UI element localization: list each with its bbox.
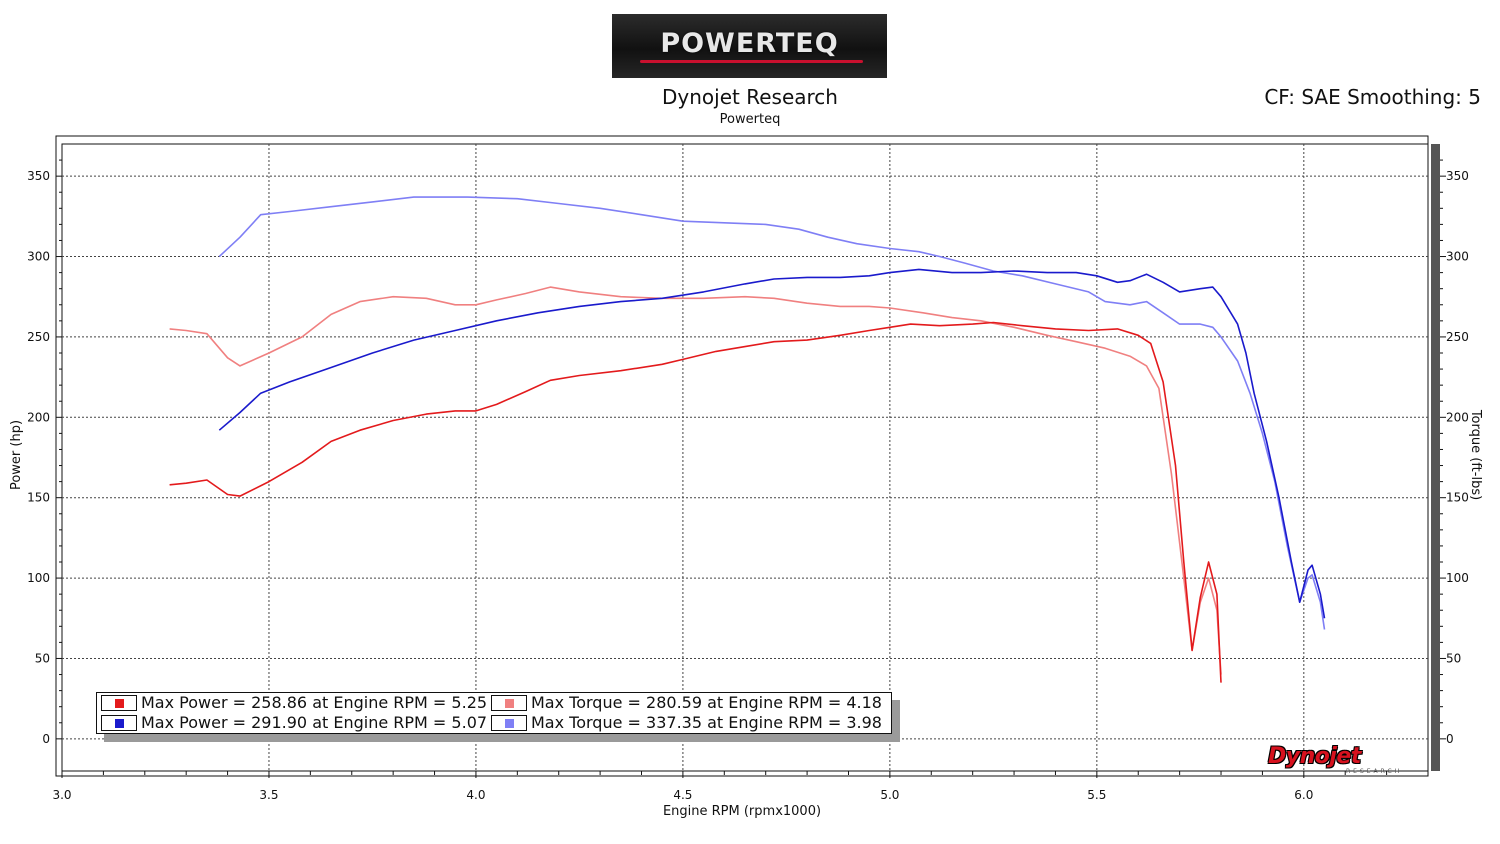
- y2-tick-label: 200: [1446, 410, 1469, 424]
- legend-swatch: [491, 695, 527, 711]
- legend-entry-blue-torque: Max Torque = 337.35 at Engine RPM = 3.98: [489, 713, 882, 733]
- y2-tick-label: 250: [1446, 330, 1469, 344]
- power-axis-ticks: 0 50 100 150 200 250 300 350: [27, 159, 62, 746]
- logo-text: POWERTEQ: [660, 28, 839, 59]
- rpm-axis-ticks: 3.0 3.5 4.0 4.5 5.0 5.5 6.0: [52, 771, 1429, 802]
- correction-factor-label: CF: SAE Smoothing: 5: [1264, 85, 1481, 109]
- y-tick-label: 300: [27, 250, 50, 264]
- y-tick-label: 250: [27, 330, 50, 344]
- grid-lines: [62, 144, 1428, 771]
- x-tick-label: 4.5: [673, 788, 692, 802]
- y-axis-label: Power (hp): [9, 420, 24, 490]
- series-line-2: [169, 286, 1222, 675]
- legend-label: Max Torque = 337.35 at Engine RPM = 3.98: [531, 713, 882, 732]
- dynojet-logo: Dynojet RESEARCH: [1268, 744, 1414, 776]
- legend-entry-blue-power: Max Power = 291.90 at Engine RPM = 5.07: [99, 713, 487, 733]
- legend: Max Power = 258.86 at Engine RPM = 5.25 …: [96, 692, 892, 734]
- y-tick-label: 200: [27, 410, 50, 424]
- series-line-3: [218, 196, 1326, 630]
- series-line-0: [169, 321, 1222, 683]
- y-tick-label: 350: [27, 169, 50, 183]
- chart-subtitle: Powerteq: [719, 112, 781, 127]
- torque-axis-bar: [1431, 144, 1440, 771]
- y2-tick-label: 0: [1446, 732, 1454, 746]
- series-lines: [169, 196, 1326, 683]
- series-line-1: [218, 268, 1326, 619]
- x-tick-label: 3.5: [259, 788, 278, 802]
- powerteq-logo: POWERTEQ: [612, 14, 887, 78]
- legend-swatch: [491, 715, 527, 731]
- y-tick-label: 150: [27, 491, 50, 505]
- y2-tick-label: 100: [1446, 571, 1469, 585]
- y-tick-label: 0: [42, 732, 50, 746]
- y2-tick-label: 50: [1446, 651, 1461, 665]
- y2-axis-label: Torque (ft-lbs): [1468, 409, 1483, 500]
- x-tick-label: 5.5: [1087, 788, 1106, 802]
- logo-swoosh: [640, 60, 863, 63]
- x-axis-label: Engine RPM (rpmx1000): [663, 804, 821, 819]
- y-tick-label: 100: [27, 571, 50, 585]
- legend-label: Max Power = 258.86 at Engine RPM = 5.25: [141, 693, 488, 712]
- plot-area: [61, 143, 1429, 772]
- legend-entry-red-torque: Max Torque = 280.59 at Engine RPM = 4.18: [489, 693, 882, 713]
- y-tick-label: 50: [35, 651, 50, 665]
- legend-entry-red-power: Max Power = 258.86 at Engine RPM = 5.25: [99, 693, 487, 713]
- x-tick-label: 5.0: [880, 788, 899, 802]
- chart-frame: [55, 135, 1429, 777]
- y2-tick-label: 300: [1446, 250, 1469, 264]
- legend-label: Max Torque = 280.59 at Engine RPM = 4.18: [531, 693, 882, 712]
- legend-swatch: [101, 695, 137, 711]
- chart-title: Dynojet Research: [662, 85, 838, 109]
- dynojet-logo-text: Dynojet: [1268, 744, 1361, 769]
- y2-tick-label: 150: [1446, 491, 1469, 505]
- x-tick-label: 6.0: [1294, 788, 1313, 802]
- legend-label: Max Power = 291.90 at Engine RPM = 5.07: [141, 713, 488, 732]
- y2-tick-label: 350: [1446, 169, 1469, 183]
- x-tick-label: 4.0: [466, 788, 485, 802]
- torque-axis-ticks: 0 50 100 150 200 250 300 350: [1440, 159, 1469, 746]
- x-tick-label: 3.0: [52, 788, 71, 802]
- dynojet-logo-subtext: RESEARCH: [1346, 768, 1403, 775]
- legend-swatch: [101, 715, 137, 731]
